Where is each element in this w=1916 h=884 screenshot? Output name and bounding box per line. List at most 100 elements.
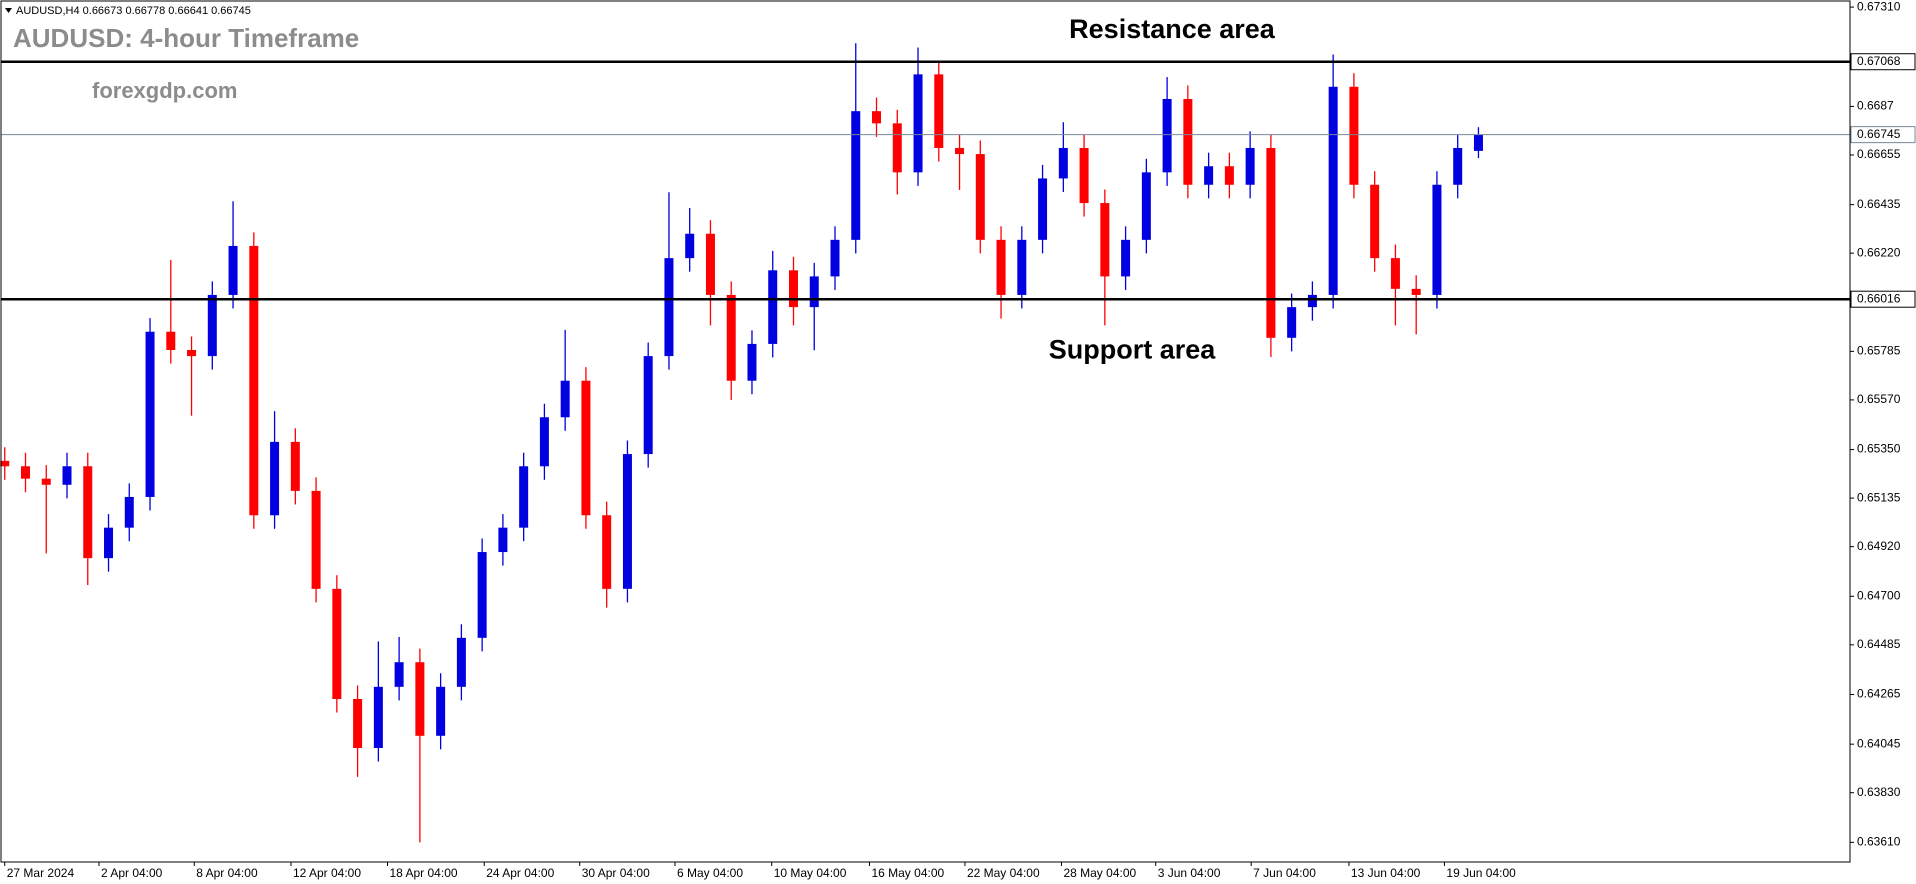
candle-body [145,331,155,497]
candle-body [996,239,1006,295]
candle-body [20,466,30,479]
y-tick-label: 0.66220 [1857,245,1901,259]
plot-layer [0,43,1850,843]
candle-body [643,356,653,455]
candle-body [664,258,674,357]
candle-body [1162,98,1172,173]
candle-body [809,276,819,308]
x-tick-label: 27 Mar 2024 [7,866,75,880]
y-tick-label: 0.64045 [1857,736,1901,750]
x-tick-label: 19 Jun 04:00 [1446,866,1516,880]
candle-body [290,441,300,491]
candle-body [1307,294,1317,308]
candle-body [685,233,695,259]
level-tag: 0.67068 [1857,54,1901,68]
y-tick-label: 0.64485 [1857,637,1901,651]
candle-body [83,466,93,559]
candle-body [705,233,715,295]
candle-body [62,466,72,485]
candle-body [456,637,466,687]
x-tick-label: 24 Apr 04:00 [486,866,554,880]
watermark: forexgdp.com [92,78,237,103]
candle-body [1038,178,1048,240]
candle-body [934,74,944,148]
open-value: 0.66673 [83,5,123,17]
candle-body [311,490,321,589]
candle-body [104,527,114,559]
candle-body [1058,147,1068,179]
y-tick-label: 0.63610 [1857,835,1901,849]
level-tag-box [1850,53,1916,71]
candle-body [539,417,549,467]
y-tick-label: 0.65135 [1857,490,1901,504]
x-tick-label: 6 May 04:00 [677,866,743,880]
candle-body [1266,147,1276,338]
level-tag: 0.66016 [1857,291,1901,305]
candle-body [768,270,778,344]
y-tick-label: 0.6687 [1857,99,1894,113]
candle-body [1390,258,1400,289]
header-ohlc: AUDUSD,H4 0.66673 0.66778 0.66641 0.6674… [16,5,251,17]
candle-body [1121,239,1131,277]
candle-body [228,245,238,295]
low-value: 0.66641 [168,5,208,17]
y-tick-label: 0.65785 [1857,344,1901,358]
x-tick-label: 2 Apr 04:00 [101,866,163,880]
x-tick-label: 13 Jun 04:00 [1351,866,1421,880]
y-tick-label: 0.64920 [1857,539,1901,553]
x-tick-label: 3 Jun 04:00 [1158,866,1221,880]
candle-body [1411,288,1421,295]
y-tick-label: 0.65350 [1857,442,1901,456]
candle-body [1349,86,1359,185]
candle-body [166,331,176,351]
candle-body [415,662,425,736]
candle-body [726,294,736,381]
y-tick-label: 0.64265 [1857,687,1901,701]
x-tick-label: 8 Apr 04:00 [196,866,258,880]
candle-body [747,343,757,381]
candle-body [249,245,259,516]
x-tick-label: 7 Jun 04:00 [1253,866,1316,880]
price-tag-box [1850,126,1916,144]
y-tick-label: 0.66435 [1857,197,1901,211]
candle-body [477,552,487,638]
x-tick-label: 28 May 04:00 [1063,866,1136,880]
y-tick-label: 0.65570 [1857,392,1901,406]
price-tag: 0.66745 [1857,127,1901,141]
candle-body [498,527,508,553]
x-tick-label: 22 May 04:00 [967,866,1040,880]
candle-body [1183,98,1193,185]
x-tick-label: 12 Apr 04:00 [293,866,361,880]
candle-body [124,496,134,528]
candle-body [436,686,446,736]
candle-body [373,686,383,748]
close-value: 0.66745 [211,5,251,17]
candle-body [913,74,923,173]
high-value: 0.66778 [125,5,165,17]
y-tick-label: 0.67310 [1857,0,1901,13]
candle-body [1245,147,1255,185]
candle-body [1370,184,1380,259]
plot-frame [0,0,1851,863]
candle-body [1328,86,1338,295]
candle-body [872,111,882,124]
menu-arrow[interactable] [5,8,12,13]
candle-body [1453,147,1463,185]
candle-body [187,350,197,357]
candle-body [41,478,51,485]
candle-body [207,294,217,357]
candle-body [1079,147,1089,204]
candle-body [581,380,591,516]
candle-body [353,699,363,748]
candle-body [1017,239,1027,295]
candle-body [1100,203,1110,277]
candle-body [270,441,280,516]
candle-body [1141,172,1151,240]
candle-body [975,154,985,240]
candle-body [1224,166,1234,185]
candle-body [1287,307,1297,338]
x-tick-label: 16 May 04:00 [871,866,944,880]
level-tag-box [1850,290,1916,308]
candle-body [1204,166,1214,185]
